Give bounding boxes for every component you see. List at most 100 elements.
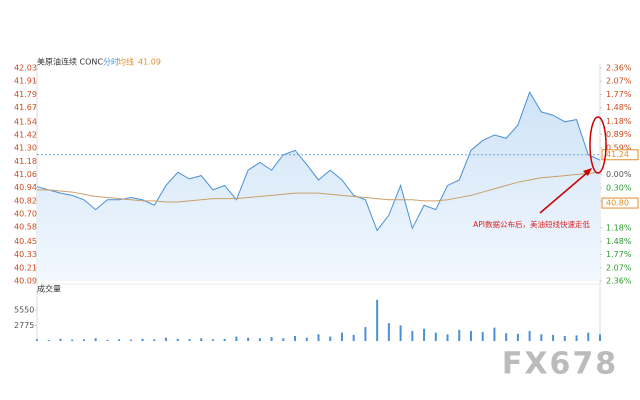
y2-tick-label: 0.59% bbox=[606, 143, 632, 152]
volume-bar bbox=[165, 337, 168, 341]
volume-bar bbox=[446, 334, 449, 341]
y-tick-label: 40.58 bbox=[14, 223, 37, 232]
chart-title: 美原油连续 CONC bbox=[37, 57, 103, 67]
volume-bar bbox=[340, 332, 343, 341]
legend-item: 分时 bbox=[103, 57, 119, 67]
volume-bar bbox=[505, 333, 508, 341]
arrow-head bbox=[583, 168, 592, 176]
y-tick-label: 41.42 bbox=[14, 130, 37, 139]
y-tick-label: 40.82 bbox=[14, 196, 37, 205]
volume-bar bbox=[493, 327, 496, 341]
y2-tick-label: 2.36% bbox=[606, 277, 632, 286]
volume-bar bbox=[141, 338, 144, 341]
volume-bar bbox=[411, 330, 414, 341]
price-marker-box bbox=[601, 197, 639, 209]
y2-tick-label: 1.18% bbox=[606, 223, 632, 232]
volume-bar bbox=[200, 338, 203, 341]
watermark: FX678 bbox=[502, 347, 618, 382]
y2-tick-label: 1.18% bbox=[606, 117, 632, 126]
volume-bar bbox=[423, 328, 426, 341]
price-marker-box bbox=[601, 149, 639, 161]
y-tick-label: 41.91 bbox=[14, 77, 37, 86]
y-tick-label: 40.70 bbox=[14, 210, 37, 219]
y2-tick-label: 1.48% bbox=[606, 237, 632, 246]
y2-tick-label: 0.89% bbox=[606, 130, 632, 139]
plot: 42.03 41.91 41.79 41.67 41.54 41.42 41.30 41.18… bbox=[14, 57, 639, 341]
volume-bar bbox=[305, 337, 308, 341]
volume-bar bbox=[481, 332, 484, 341]
volume-bar bbox=[376, 299, 379, 341]
volume-bar bbox=[176, 338, 179, 341]
y2-tick-label: 2.07% bbox=[606, 263, 632, 272]
volume-bar bbox=[47, 339, 50, 341]
volume-bar bbox=[71, 339, 74, 341]
volume-tick-label: 2775 bbox=[14, 321, 34, 330]
y2-tick-label: 1.48% bbox=[606, 103, 632, 112]
volume-bar bbox=[528, 330, 531, 341]
volume-bar bbox=[270, 337, 273, 341]
highlight-ellipse bbox=[589, 116, 607, 174]
arrow bbox=[539, 171, 589, 214]
annotation: API数据公布后，美油短线快速走低 bbox=[473, 219, 590, 229]
price-marker-label: 41.24 bbox=[606, 150, 629, 159]
volume-bar bbox=[563, 335, 566, 341]
volume-bar bbox=[575, 335, 578, 341]
volume-bar bbox=[329, 336, 332, 341]
y2-tick-label: 1.77% bbox=[606, 90, 632, 99]
volume-bar bbox=[188, 339, 191, 341]
volume-bar bbox=[223, 338, 226, 341]
y-tick-label: 41.79 bbox=[14, 90, 37, 99]
volume-bar bbox=[258, 338, 261, 341]
legend-item: 41.09 bbox=[138, 58, 161, 67]
series-line bbox=[36, 90, 601, 232]
volume-bar bbox=[599, 334, 601, 341]
y2-tick-label: 2.36% bbox=[606, 64, 632, 73]
y2-tick-label: 0.30% bbox=[606, 184, 632, 193]
volume-bar bbox=[458, 329, 461, 341]
volume-bar bbox=[211, 339, 214, 341]
y2-tick-label: 0.00% bbox=[606, 170, 632, 179]
volume-bar bbox=[364, 327, 367, 341]
volume-bar bbox=[552, 334, 555, 341]
volume-bar bbox=[247, 337, 250, 341]
volume-bar bbox=[399, 325, 402, 341]
volume-label: 成交量 bbox=[37, 284, 61, 294]
volume-bar bbox=[36, 339, 38, 341]
volume-bar bbox=[106, 339, 109, 341]
y-tick-label: 42.03 bbox=[14, 64, 37, 73]
y-tick-label: 40.45 bbox=[14, 237, 37, 246]
volume-bar bbox=[469, 330, 472, 341]
volume-bar bbox=[540, 334, 543, 341]
price-marker-label: 40.80 bbox=[606, 199, 629, 208]
y2-tick-label: 2.07% bbox=[606, 77, 632, 86]
y-tick-label: 40.33 bbox=[14, 250, 37, 259]
y-tick-label: 41.30 bbox=[14, 144, 37, 153]
volume-bar bbox=[352, 334, 355, 341]
y-tick-label: 40.21 bbox=[14, 263, 37, 272]
volume-bar bbox=[94, 338, 97, 341]
y-tick-label: 41.18 bbox=[14, 157, 37, 166]
volume-bar bbox=[516, 333, 519, 341]
y-tick-label: 41.67 bbox=[14, 103, 37, 112]
volume-bar bbox=[317, 334, 320, 341]
volume-bar bbox=[387, 323, 390, 341]
volume-bar bbox=[294, 335, 297, 341]
volume-bar bbox=[59, 338, 62, 341]
price-area bbox=[37, 92, 600, 282]
volume-bar bbox=[587, 332, 590, 341]
volume-bar bbox=[118, 339, 121, 341]
volume-bar bbox=[82, 339, 85, 341]
y-tick-label: 40.09 bbox=[14, 277, 37, 286]
legend-item: 均线 bbox=[118, 57, 134, 67]
volume-bar bbox=[282, 338, 285, 341]
volume-tick-label: 5550 bbox=[14, 306, 34, 315]
volume-bar bbox=[153, 339, 156, 341]
y-tick-label: 40.94 bbox=[14, 183, 37, 192]
series-line bbox=[37, 171, 601, 203]
volume-bar bbox=[434, 332, 437, 341]
y-tick-label: 41.06 bbox=[14, 170, 37, 179]
volume-bar bbox=[235, 336, 238, 341]
y-tick-label: 41.54 bbox=[14, 117, 37, 126]
y2-tick-label: 1.77% bbox=[606, 250, 632, 259]
